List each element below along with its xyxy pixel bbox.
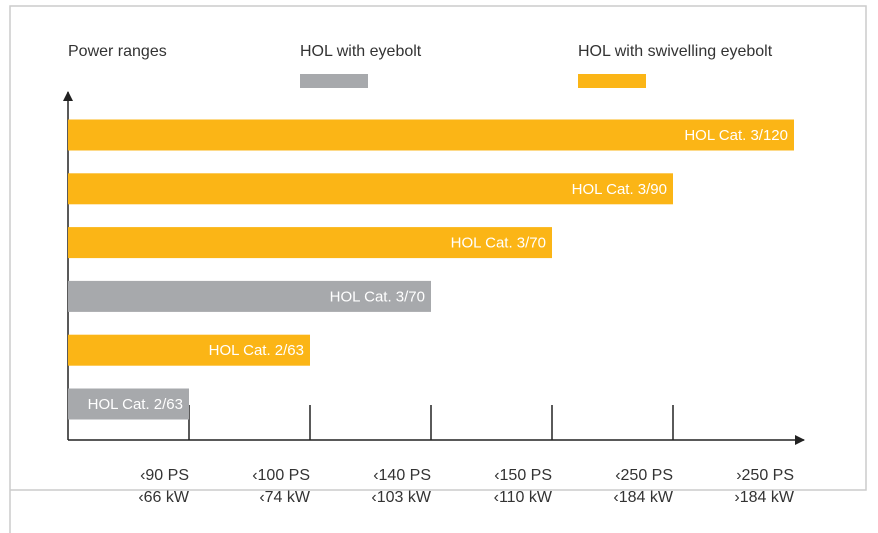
bar [68,119,794,151]
bar-label: HOL Cat. 3/70 [451,235,546,252]
legend-label: HOL with swivelling eyebolt [578,43,773,60]
x-tick-label: ‹66 kW [138,489,190,506]
x-tick-label: ‹100 PS [252,467,310,484]
legend-label: HOL with eyebolt [300,43,422,60]
bar-label: HOL Cat. 2/63 [209,342,304,359]
bar-label: HOL Cat. 2/63 [88,396,183,413]
bar-label: HOL Cat. 3/120 [684,127,788,144]
y-axis-label: Power ranges [68,43,167,60]
bar [68,388,189,420]
x-tick-label: ‹140 PS [373,467,431,484]
legend-swatch [578,74,646,88]
bar-label: HOL Cat. 3/90 [572,181,667,198]
bar [68,280,431,312]
bar [68,334,310,366]
x-tick-label: ‹250 PS [615,467,673,484]
bar-label: HOL Cat. 3/70 [330,288,425,305]
bar [68,227,552,259]
x-tick-label: ‹150 PS [494,467,552,484]
x-tick-label: ‹110 kW [494,489,553,506]
x-tick-label: ›250 PS [736,467,794,484]
legend-swatch [300,74,368,88]
bar [68,173,673,205]
x-tick-label: ›184 kW [734,489,794,506]
frame [9,5,867,533]
x-tick-label: ‹74 kW [259,489,311,506]
x-tick-label: ‹184 kW [613,489,673,506]
x-tick-label: ‹103 kW [371,489,431,506]
x-tick-label: ‹90 PS [140,467,189,484]
